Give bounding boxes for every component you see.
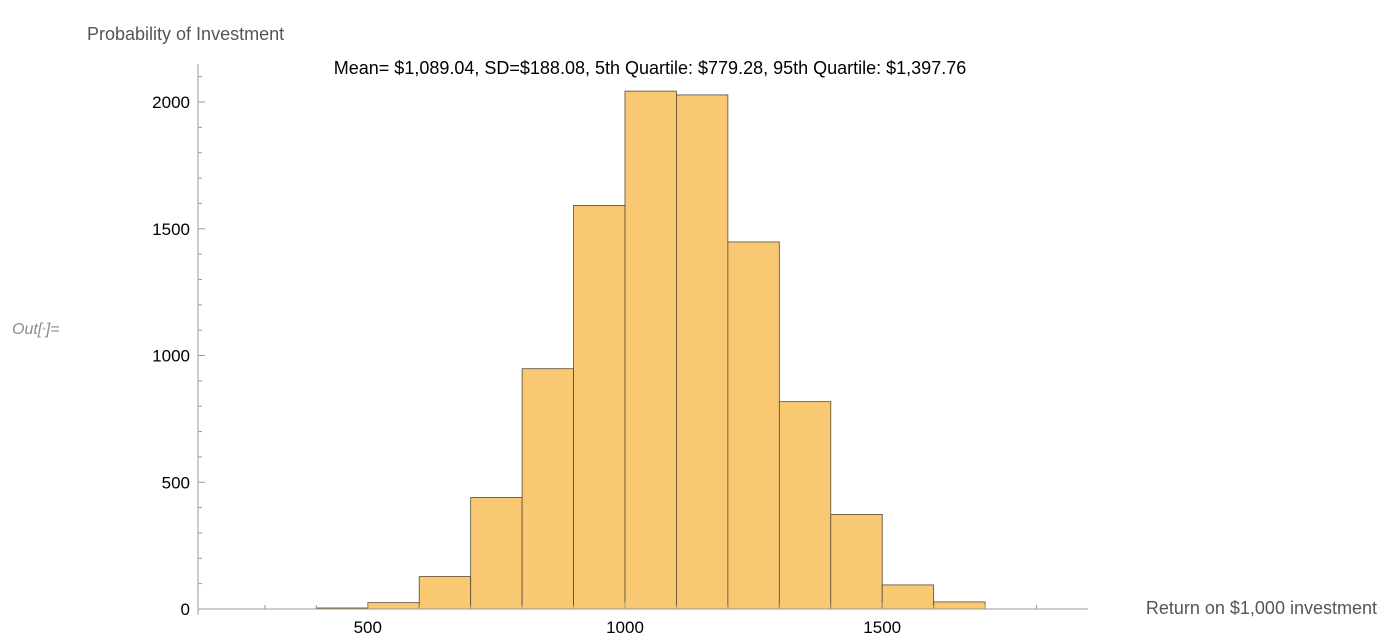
histogram-bar-1400 xyxy=(830,514,883,610)
y-tick-label-1000: 1000 xyxy=(152,347,190,366)
histogram-bar-1100 xyxy=(676,94,729,610)
x-tick-label-1500: 1500 xyxy=(863,618,901,637)
histogram-bar-1200 xyxy=(727,241,780,610)
histogram-bar-1000 xyxy=(624,90,677,610)
out-suffix: ]= xyxy=(45,321,60,338)
y-axis-label: Probability of Investment xyxy=(87,24,284,44)
histogram-bar-500 xyxy=(367,602,420,610)
y-tick-label-500: 500 xyxy=(162,473,190,492)
histogram-bar-1500 xyxy=(881,584,935,610)
y-tick-label-2000: 2000 xyxy=(152,93,190,112)
histogram-bar-700 xyxy=(470,497,523,610)
bars-group xyxy=(315,90,986,610)
y-tick-label-0: 0 xyxy=(181,600,190,619)
out-prefix: Out[ xyxy=(12,321,43,338)
cell-marker: • xyxy=(42,324,46,335)
histogram-bar-1600 xyxy=(933,601,986,610)
x-tick-label-1000: 1000 xyxy=(606,618,644,637)
histogram-bar-900 xyxy=(573,205,626,610)
x-axis-label: Return on $1,000 investment xyxy=(1146,598,1377,618)
x-tick-label-500: 500 xyxy=(354,618,382,637)
chart-title: Mean= $1,089.04, SD=$188.08, 5th Quartil… xyxy=(334,58,966,78)
histogram-bar-1300 xyxy=(778,401,832,610)
histogram-bar-600 xyxy=(418,576,472,610)
output-cell-label: Out[•]= xyxy=(12,321,60,339)
axes-group: 500 1000 1500 0 500 1000 1500 2000 xyxy=(152,64,1088,637)
histogram-bar-800 xyxy=(521,368,574,610)
y-tick-label-1500: 1500 xyxy=(152,220,190,239)
